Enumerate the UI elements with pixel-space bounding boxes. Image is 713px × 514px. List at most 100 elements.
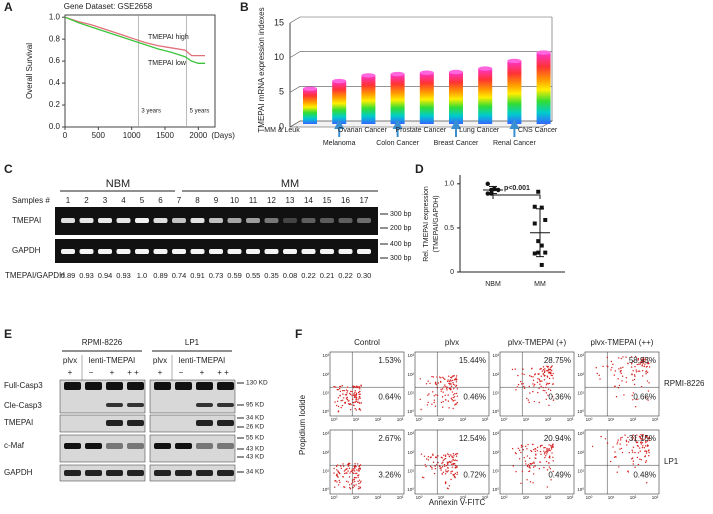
event-dot [532,482,534,484]
sample-number: 6 [158,196,163,205]
event-dot [454,463,456,465]
event-dot [523,385,525,388]
sign: + [200,368,205,377]
event-dot [516,386,519,388]
event-dot [337,405,340,408]
event-dot [646,371,649,374]
event-dot [645,452,648,454]
event-dot [350,483,353,485]
event-dot [433,399,436,401]
event-dot [352,385,354,387]
marker-label: 3 years [141,109,161,115]
event-dot [447,461,450,464]
band [106,420,123,426]
event-dot [637,370,639,372]
band [64,382,81,390]
ratio-value: 0.59 [227,271,242,280]
sample-number: 11 [249,196,258,205]
y-tick-label: 10² [407,372,414,377]
event-dot [444,378,446,381]
grid-line [289,120,552,128]
band [217,443,234,449]
event-dot [444,454,447,456]
event-dot [358,401,360,404]
event-dot [634,451,636,454]
event-dot [546,451,548,453]
event-dot [532,383,534,385]
y-tick-label: 0.0 [49,122,61,131]
event-dot [425,383,428,385]
event-dot [544,368,546,370]
event-dot [640,433,642,436]
event-dot [640,441,642,443]
percent-upper: 58.93% [629,356,656,365]
y-tick-label: 10⁰ [492,409,499,414]
event-dot [452,407,454,410]
event-dot [620,439,622,441]
event-dot [452,383,455,386]
event-dot [454,476,456,478]
event-dot [447,400,450,402]
event-dot [337,397,340,399]
event-dot [355,484,357,486]
event-dot [429,465,432,468]
event-dot [640,385,643,388]
gel-band [98,249,112,254]
row-label: RPMI-8226 [664,379,705,388]
event-dot [632,463,635,465]
event-dot [546,486,549,488]
event-dot [521,445,524,447]
event-dot [335,404,338,407]
sample-number: 8 [195,196,200,205]
event-dot [444,399,447,401]
band [196,403,213,407]
data-point [532,251,537,256]
y-axis-title: Rel. TMEPAI expression [423,186,430,262]
event-dot [542,373,544,375]
event-dot [536,381,539,384]
event-dot [648,382,650,384]
event-dot [534,450,537,453]
sample-number: 16 [341,196,350,205]
event-dot [420,408,422,411]
event-dot [616,441,619,443]
event-dot [439,467,441,470]
event-dot [341,385,344,387]
chart-title: Gene Dataset: GSE2658 [64,2,153,11]
event-dot [645,396,647,399]
event-dot [352,469,354,472]
event-dot [454,404,456,406]
data-point [543,217,548,222]
gel-band [135,249,149,254]
band [196,470,213,476]
event-dot [423,455,426,457]
event-dot [645,482,648,484]
event-dot [440,401,443,404]
size-label: 55 KD [246,435,264,442]
percent-lower: 0.46% [463,392,486,401]
data-point [539,205,544,210]
event-dot [443,458,446,460]
gel-band [338,249,353,254]
band [127,443,144,449]
percent-lower: 0.64% [378,392,401,401]
event-dot [599,378,601,380]
event-dot [441,466,444,468]
event-dot [595,367,597,369]
event-dot [526,465,529,467]
event-dot [449,384,451,386]
event-dot [533,400,535,403]
event-dot [348,403,351,406]
x-tick-label: 10³ [567,417,574,422]
bar-top [332,78,347,84]
event-dot [450,461,452,464]
event-dot [538,387,540,390]
event-dot [353,394,356,396]
event-dot [619,437,622,439]
x-unit: (Days) [211,131,235,140]
event-dot [446,380,449,382]
event-dot [455,377,457,379]
event-dot [451,375,454,377]
gel-band [264,249,279,254]
event-dot [452,394,455,396]
